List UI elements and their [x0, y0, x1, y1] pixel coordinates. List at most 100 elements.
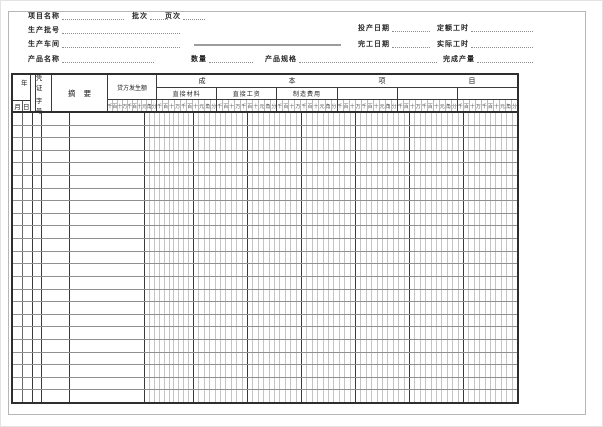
digit-cell	[513, 315, 517, 327]
cost-amount-cells	[410, 251, 464, 264]
digit-cell	[388, 239, 394, 251]
digit-unit-label: 万	[235, 100, 242, 111]
digit-cell	[324, 239, 330, 251]
digit-cell	[345, 289, 351, 302]
digit-cell	[270, 226, 276, 239]
digit-cell	[232, 125, 238, 138]
digit-cell	[275, 302, 281, 314]
digit-cell	[297, 264, 301, 276]
digit-cell	[410, 213, 416, 226]
digit-cell	[194, 365, 200, 377]
digit-cell	[210, 150, 216, 163]
digit-cell	[259, 251, 265, 264]
digit-cell	[329, 327, 335, 339]
ledger-row	[13, 163, 517, 177]
cost-amount-cells	[248, 176, 302, 188]
digit-unit-label: 百	[344, 100, 350, 111]
digit-cell	[160, 138, 165, 150]
digit-cell	[199, 377, 205, 390]
digit-cell	[426, 226, 432, 239]
cost-amount-cells	[464, 302, 517, 314]
digit-cell	[340, 314, 346, 327]
digit-cell	[210, 314, 216, 327]
digit-cell	[170, 226, 175, 239]
digit-cell	[448, 276, 454, 289]
digit-cell	[264, 150, 270, 163]
digit-cell	[160, 201, 165, 213]
digit-cell	[475, 188, 481, 201]
digit-cell	[226, 150, 232, 163]
digit-cell	[226, 138, 232, 150]
digit-cell	[324, 113, 330, 125]
digit-cell	[469, 327, 475, 339]
digit-cell	[437, 201, 443, 213]
digit-cell	[464, 113, 470, 125]
digit-cell	[253, 314, 259, 327]
digit-cell	[194, 377, 200, 390]
digit-cell	[361, 365, 367, 377]
table-body	[13, 113, 517, 403]
digit-cell	[170, 352, 175, 365]
digit-cell	[432, 201, 438, 213]
digit-cell	[361, 113, 367, 125]
digit-cell	[324, 327, 330, 339]
digit-cell	[437, 377, 443, 390]
digit-cell	[307, 113, 313, 125]
digit-cell	[302, 188, 308, 201]
digit-cell	[280, 150, 286, 163]
digit-cell	[378, 302, 384, 314]
digit-cell	[372, 163, 378, 176]
digit-cell	[216, 377, 222, 390]
digit-cell	[496, 113, 502, 125]
digit-cell	[345, 314, 351, 327]
digit-cell	[307, 365, 313, 377]
digit-cell	[388, 176, 394, 188]
digit-cell	[459, 327, 463, 339]
day-cell	[23, 176, 33, 188]
digit-cell	[480, 352, 486, 365]
digit-cell	[205, 365, 211, 377]
digit-cell	[237, 125, 243, 138]
digit-cell	[297, 252, 301, 264]
digit-cell	[378, 188, 384, 201]
digit-cell	[216, 239, 222, 251]
digit-cell	[367, 251, 373, 264]
cost-amount-cells	[464, 150, 517, 163]
digit-cell	[199, 327, 205, 339]
digit-cell	[442, 390, 448, 403]
digit-cell	[232, 289, 238, 302]
digit-cell	[486, 150, 492, 163]
voucher-cell	[42, 302, 70, 314]
cost-amount-cells	[302, 264, 356, 276]
digit-cell	[302, 289, 308, 302]
digit-cell	[313, 125, 319, 138]
digit-cell	[174, 188, 180, 201]
digit-cell	[459, 226, 463, 238]
cost-amount-cells	[356, 302, 410, 314]
digit-cell	[459, 315, 463, 327]
digit-cell	[329, 150, 335, 163]
digit-cell	[307, 390, 313, 403]
digit-cell	[442, 226, 448, 239]
cost-amount-cells	[410, 138, 464, 150]
digit-cell	[480, 327, 486, 339]
digit-cell	[388, 138, 394, 150]
cost-amount-cells	[194, 125, 248, 138]
digit-cell	[399, 176, 405, 188]
digit-cell	[324, 377, 330, 390]
voucher-header-line1: 凭证	[35, 73, 44, 92]
digit-cell	[388, 201, 394, 213]
digit-cell	[280, 390, 286, 403]
digit-cell	[160, 289, 165, 302]
digit-cell	[237, 302, 243, 314]
digit-cell	[351, 214, 355, 226]
summary-char-1: 摘	[67, 88, 76, 98]
digit-cell	[160, 365, 165, 377]
summary-cell	[70, 113, 145, 125]
digit-unit-label: 分	[391, 104, 397, 110]
cost-amount-cells	[248, 163, 302, 176]
digit-cell	[442, 302, 448, 314]
digit-cell	[248, 327, 254, 339]
digit-cell	[221, 226, 227, 239]
digit-cell	[507, 377, 513, 390]
